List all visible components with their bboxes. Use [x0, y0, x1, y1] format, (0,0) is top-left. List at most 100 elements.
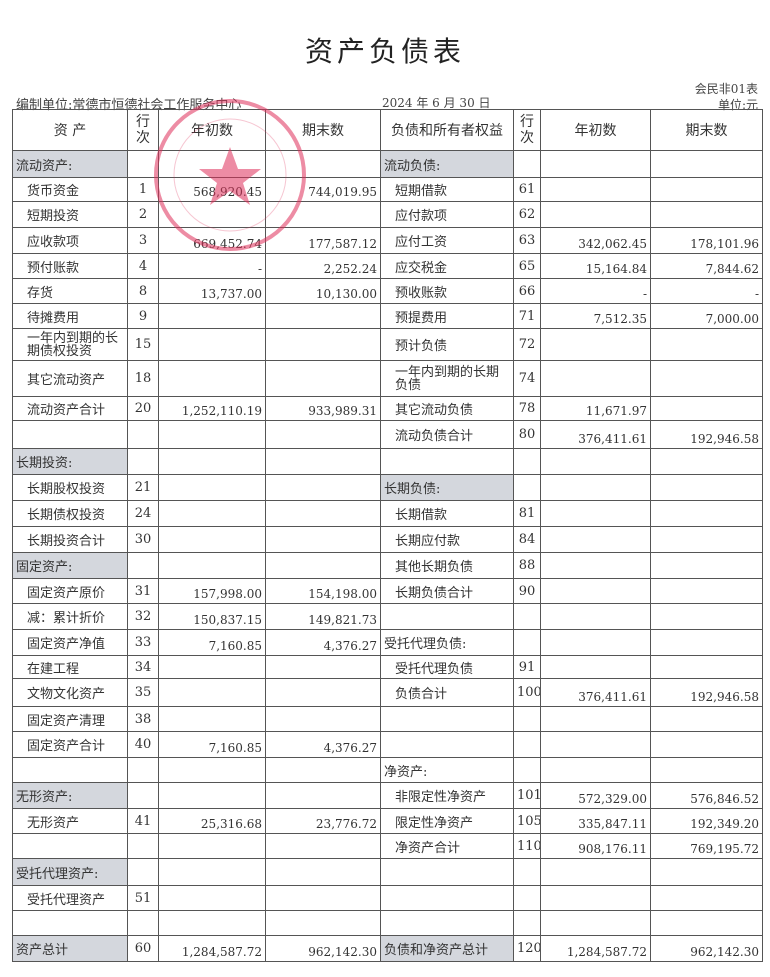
- asset-end: [265, 201, 381, 228]
- liability-name: 长期负债合计: [380, 578, 514, 604]
- liability-name: 应交税金: [380, 253, 514, 279]
- liability-begin: [540, 448, 651, 475]
- liability-end: 7,844.62: [650, 253, 763, 279]
- asset-begin: [158, 201, 266, 228]
- liability-no: 80: [513, 420, 541, 449]
- liability-end: [650, 603, 763, 630]
- liability-no: 65: [513, 253, 541, 279]
- liability-no: [513, 706, 541, 732]
- table-row: 净资产合计 110 908,176.11 769,195.72: [12, 833, 763, 859]
- asset-name: 长期投资:: [12, 448, 128, 475]
- liability-end: [650, 731, 763, 758]
- liability-name: 一年内到期的长期负债: [380, 360, 514, 397]
- report-date: 2024 年 6 月 30 日: [382, 96, 491, 110]
- asset-name: 待摊费用: [12, 303, 128, 329]
- table-row: 一年内到期的长期债权投资 15 预计负债 72: [12, 328, 763, 361]
- asset-begin: [158, 757, 266, 783]
- asset-name: 流动资产:: [12, 150, 128, 178]
- asset-end: 2,252.24: [265, 253, 381, 279]
- liability-end: 769,195.72: [650, 833, 763, 859]
- col-liabilities: 负债和所有者权益: [380, 109, 514, 151]
- asset-begin: [158, 474, 266, 501]
- liability-no: 105: [513, 808, 541, 834]
- asset-name: 流动资产合计: [12, 396, 128, 421]
- liability-no: 100: [513, 678, 541, 707]
- asset-name: 固定资产原价: [12, 578, 128, 604]
- liability-end: [650, 474, 763, 501]
- liability-end: [650, 552, 763, 579]
- liability-end: [650, 757, 763, 783]
- liability-no: [513, 474, 541, 501]
- col-row-no: 行次: [513, 109, 541, 151]
- liability-end: [650, 396, 763, 421]
- asset-no: 31: [127, 578, 159, 604]
- table-row: 待摊费用 9 预提费用 71 7,512.35 7,000.00: [12, 303, 763, 329]
- liability-no: [513, 910, 541, 936]
- table-row: 净资产:: [12, 757, 763, 783]
- asset-begin: [158, 655, 266, 679]
- table-row: 存货 8 13,737.00 10,130.00 预收账款 66- -: [12, 278, 763, 304]
- liability-begin: [540, 150, 651, 178]
- liability-begin: [540, 706, 651, 732]
- liability-end: -: [650, 278, 763, 304]
- asset-no: [127, 910, 159, 936]
- asset-begin: [158, 420, 266, 449]
- liability-no: 78: [513, 396, 541, 421]
- asset-end: [265, 655, 381, 679]
- asset-name: 固定资产:: [12, 552, 128, 579]
- table-row: 资产总计 60 1,284,587.72 962,142.30 负债和净资产总计 120 1…: [12, 935, 763, 962]
- liability-begin: [540, 578, 651, 604]
- asset-begin: [158, 526, 266, 553]
- asset-end: 962,142.30: [265, 935, 381, 962]
- liability-name: 净资产合计: [380, 833, 514, 859]
- liability-end: [650, 885, 763, 911]
- asset-no: 51: [127, 885, 159, 911]
- asset-begin: 1,284,587.72: [158, 935, 266, 962]
- liability-no: 66: [513, 278, 541, 304]
- liability-begin: [540, 360, 651, 397]
- liability-end: 576,846.52: [650, 782, 763, 809]
- asset-begin: 7,160.85: [158, 731, 266, 758]
- liability-no: 62: [513, 201, 541, 228]
- asset-name: 长期股权投资: [12, 474, 128, 501]
- page-title: 资产负债表: [304, 35, 465, 68]
- asset-no: [127, 757, 159, 783]
- liability-end: [650, 201, 763, 228]
- table-row: 流动负债合计 80 376,411.61 192,946.58: [12, 420, 763, 449]
- liability-no: [513, 885, 541, 911]
- liability-no: [513, 757, 541, 783]
- asset-begin: 25,316.68: [158, 808, 266, 834]
- asset-name: [12, 910, 128, 936]
- asset-end: [265, 885, 381, 911]
- liability-no: [513, 731, 541, 758]
- liability-no: 74: [513, 360, 541, 397]
- asset-no: [127, 833, 159, 859]
- table-row: 受托代理资产 51: [12, 885, 763, 911]
- asset-end: 10,130.00: [265, 278, 381, 304]
- currency-unit: 单位:元: [717, 98, 758, 112]
- asset-no: 41: [127, 808, 159, 834]
- table-row: 流动资产合计 20 1,252,110.19 933,989.31 其它流动负债 78 11…: [12, 396, 763, 421]
- liability-name: 受托代理负债:: [380, 629, 514, 656]
- liability-begin: [540, 201, 651, 228]
- asset-no: 30: [127, 526, 159, 553]
- liability-no: [513, 603, 541, 630]
- liability-end: [650, 858, 763, 886]
- asset-begin: [158, 150, 266, 178]
- liability-end: [650, 910, 763, 936]
- asset-end: 23,776.72: [265, 808, 381, 834]
- asset-name: 存货: [12, 278, 128, 304]
- table-row: 货币资金 1 568,920.45 744,019.95 短期借款 61: [12, 177, 763, 202]
- asset-end: [265, 858, 381, 886]
- asset-name: [12, 757, 128, 783]
- asset-name: 受托代理资产:: [12, 858, 128, 886]
- table-row: 长期投资合计 30 长期应付款 84: [12, 526, 763, 553]
- liability-no: 101: [513, 782, 541, 809]
- col-assets: 资 产: [12, 109, 128, 151]
- liability-end: 192,946.58: [650, 678, 763, 707]
- asset-name: 在建工程: [12, 655, 128, 679]
- liability-end: [650, 360, 763, 397]
- asset-begin: [158, 303, 266, 329]
- liability-name: 应付工资: [380, 227, 514, 254]
- liability-begin: 342,062.45: [540, 227, 651, 254]
